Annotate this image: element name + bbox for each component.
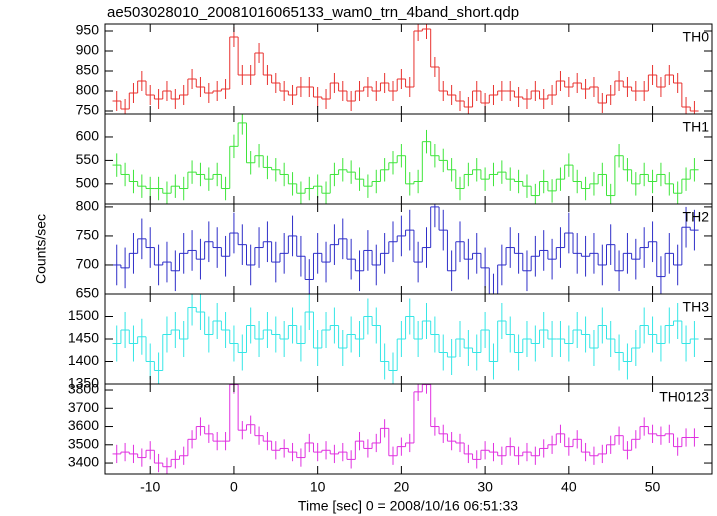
y-tick-label: 1350 (68, 375, 99, 391)
y-tick-label: 850 (76, 62, 100, 78)
y-tick-label: 3600 (68, 417, 99, 433)
y-tick-label: 750 (76, 102, 100, 118)
series (112, 294, 699, 384)
x-tick-label: 50 (645, 479, 661, 495)
panel-frame (104, 383, 713, 475)
series (112, 24, 699, 114)
y-tick-label: 650 (76, 285, 100, 301)
x-tick-label: 30 (477, 479, 493, 495)
y-tick-label: 3700 (68, 399, 99, 415)
y-tick-label: 600 (76, 128, 100, 144)
x-tick-label: 20 (394, 479, 410, 495)
y-tick-label: 3500 (68, 435, 99, 451)
y-tick-label: 1450 (68, 330, 99, 346)
panel-label: TH3 (683, 299, 710, 315)
y-tick-label: 1400 (68, 352, 99, 368)
y-tick-label: 900 (76, 42, 100, 58)
panel-label: TH2 (683, 209, 710, 225)
y-tick-label: 3800 (68, 381, 99, 397)
y-tick-label: 800 (76, 82, 100, 98)
y-tick-label: 550 (76, 151, 100, 167)
y-tick-label: 750 (76, 227, 100, 243)
x-axis-label: Time [sec] 0 = 2008/10/16 06:51:33 (298, 498, 518, 514)
panel-label: TH1 (683, 119, 710, 135)
panel-frame (104, 203, 713, 295)
series (112, 114, 699, 204)
x-tick-label: 40 (561, 479, 577, 495)
y-tick-label: 800 (76, 198, 100, 214)
y-tick-label: 700 (76, 256, 100, 272)
chart-title: ae503028010_20081016065133_wam0_trn_4ban… (107, 4, 519, 21)
panel-label: TH0123 (659, 389, 709, 405)
y-axis-label: Counts/sec (33, 214, 49, 284)
series (112, 204, 699, 294)
x-tick-label: 0 (230, 479, 238, 495)
y-tick-label: 1500 (68, 307, 99, 323)
x-tick-label: 10 (310, 479, 326, 495)
x-tick-label: -10 (140, 479, 160, 495)
panel-label: TH0 (683, 29, 710, 45)
panel-frame (104, 113, 713, 205)
y-tick-label: 3400 (68, 454, 99, 470)
y-tick-label: 950 (76, 22, 100, 38)
y-tick-label: 500 (76, 175, 100, 191)
series (112, 384, 699, 474)
panel-frame (104, 23, 713, 115)
